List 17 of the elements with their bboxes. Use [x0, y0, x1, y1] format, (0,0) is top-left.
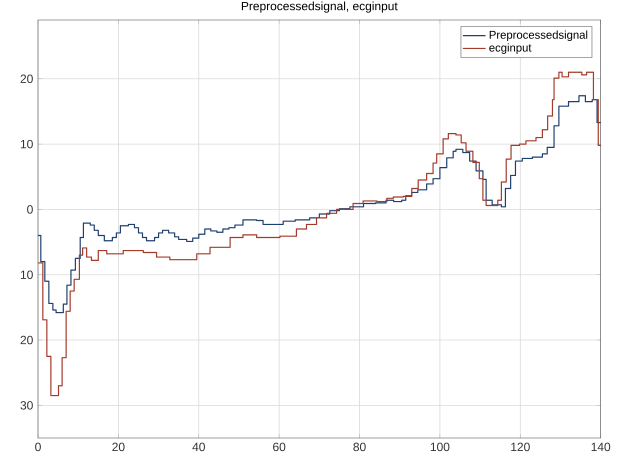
x-tick-label: 140 — [592, 442, 610, 452]
x-tick-label: 0 — [35, 442, 41, 452]
chart-title: Preprocessedsignal, ecginput — [242, 2, 398, 13]
x-tick-label: 20 — [112, 442, 125, 452]
y-tick-label: 10 — [20, 270, 33, 279]
y-tick-label: 0 — [27, 205, 33, 214]
x-tick-label: 60 — [273, 442, 286, 452]
x-tick-label: 100 — [430, 442, 450, 452]
y-tick-label: 20 — [20, 336, 33, 344]
y-tick-label: 30 — [20, 401, 33, 410]
x-tick-label: 120 — [511, 442, 530, 452]
y-tick-label: 20 — [20, 74, 33, 84]
x-tick-label: 40 — [192, 442, 205, 452]
legend-label: ecginput — [489, 43, 532, 54]
legend-label: Preprocessedsignal — [490, 30, 588, 42]
x-tick-label: 80 — [353, 442, 366, 452]
y-tick-label: 10 — [20, 140, 33, 148]
